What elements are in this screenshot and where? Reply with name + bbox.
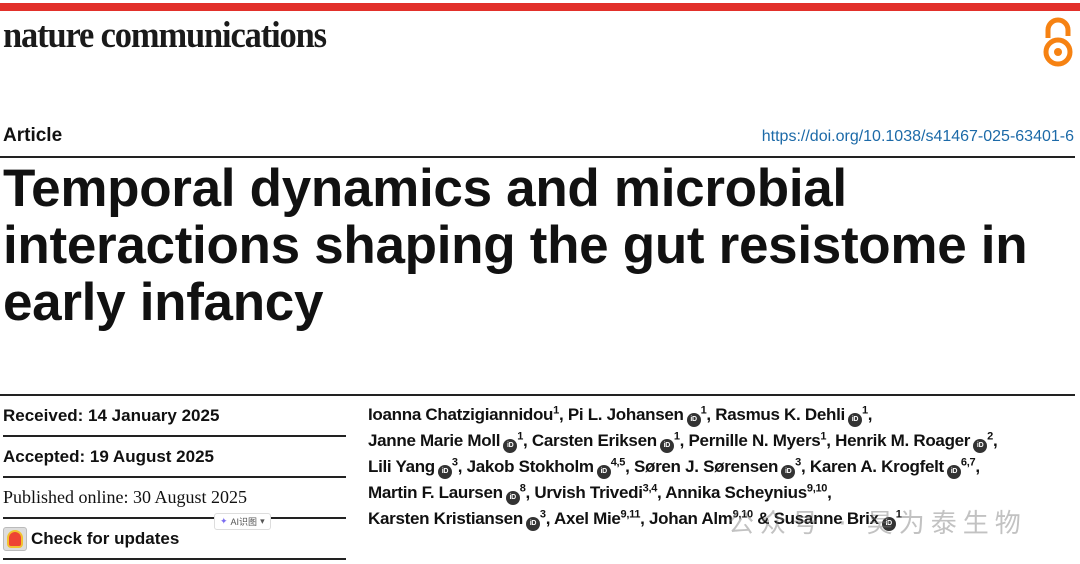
divider <box>0 156 1075 158</box>
affiliation-sup[interactable]: 8 <box>519 482 526 495</box>
check-for-updates-button[interactable]: Check for updates <box>3 526 180 551</box>
affiliation-sup[interactable]: 1 <box>895 508 902 521</box>
author-line: Martin F. Laursen iD8, Urvish Trivedi3,4,… <box>368 480 1080 506</box>
author-name[interactable]: Rasmus K. Dehli <box>715 405 845 424</box>
orcid-icon[interactable]: iD <box>437 465 452 479</box>
open-access-icon <box>1043 17 1073 67</box>
crossmark-icon <box>3 526 27 551</box>
check-for-updates-label: Check for updates <box>31 528 180 548</box>
divider <box>0 394 1075 396</box>
author-line: Karsten Kristiansen iD3, Axel Mie9,11, Jo… <box>368 506 1080 532</box>
accepted-date: Accepted: 19 August 2025 <box>3 437 346 478</box>
author-list: Ioanna Chatzigiannidou1, Pi L. Johansen i… <box>368 402 1080 532</box>
affiliation-sup[interactable]: 9,10 <box>732 508 754 521</box>
author-name[interactable]: Karsten Kristiansen <box>368 509 523 528</box>
author-line: Ioanna Chatzigiannidou1, Pi L. Johansen i… <box>368 402 1080 428</box>
author-name[interactable]: Janne Marie Moll <box>368 431 501 450</box>
affiliation-sup[interactable]: 6,7 <box>960 456 976 469</box>
affiliation-sup[interactable]: 2 <box>987 430 993 443</box>
author-name[interactable]: Lili Yang <box>368 457 435 476</box>
orcid-icon[interactable]: iD <box>686 413 701 427</box>
affiliation-sup[interactable]: 3 <box>451 456 458 469</box>
author-name[interactable]: Ioanna Chatzigiannidou <box>368 405 554 424</box>
affiliation-sup[interactable]: 1 <box>517 430 524 443</box>
article-type: Article <box>3 125 63 146</box>
journal-accent-bar <box>0 3 1080 11</box>
author-line: Lili Yang iD3, Jakob Stokholm iD4,5, Søren… <box>368 454 1080 480</box>
article-title: Temporal dynamics and microbial interact… <box>3 159 1028 332</box>
affiliation-sup[interactable]: 1 <box>700 404 707 417</box>
author-name[interactable]: Pi L. Johansen <box>567 405 684 424</box>
orcid-icon[interactable]: iD <box>505 491 520 505</box>
affiliation-sup[interactable]: 3,4 <box>642 482 658 495</box>
received-date: Received: 14 January 2025 <box>3 396 346 437</box>
author-name[interactable]: Urvish Trivedi <box>534 483 643 502</box>
author-name[interactable]: Johan Alm <box>649 509 733 528</box>
ai-button-label: AI识图 <box>230 517 258 527</box>
author-name[interactable]: Annika Scheynius <box>665 483 807 502</box>
author-name[interactable]: Carsten Eriksen <box>531 431 657 450</box>
orcid-icon[interactable]: iD <box>525 517 540 531</box>
author-name[interactable]: Martin F. Laursen <box>368 483 503 502</box>
affiliation-sup[interactable]: 1 <box>861 404 868 417</box>
published-date: Published online: 30 August 2025 <box>3 478 346 519</box>
affiliation-sup[interactable]: 9,11 <box>620 508 641 521</box>
author-name[interactable]: Axel Mie <box>553 509 621 528</box>
orcid-icon[interactable]: iD <box>596 465 611 479</box>
orcid-icon[interactable]: iD <box>973 439 988 453</box>
ai-image-button[interactable]: ✦ AI识图 ▾ <box>214 513 271 530</box>
orcid-icon[interactable]: iD <box>881 517 896 531</box>
orcid-icon[interactable]: iD <box>781 465 796 479</box>
chevron-down-icon: ▾ <box>260 516 265 526</box>
author-name[interactable]: Karen A. Krogfelt <box>809 457 944 476</box>
orcid-icon[interactable]: iD <box>503 439 518 453</box>
doi-link[interactable]: https://doi.org/10.1038/s41467-025-63401… <box>761 128 1074 145</box>
affiliation-sup[interactable]: 1 <box>820 430 827 443</box>
orcid-icon[interactable]: iD <box>946 465 961 479</box>
author-line: Janne Marie Moll iD1, Carsten Eriksen iD1,… <box>368 428 1080 454</box>
sparkle-icon: ✦ <box>220 516 228 526</box>
affiliation-sup[interactable]: 4,5 <box>610 456 626 469</box>
affiliation-sup[interactable]: 3 <box>539 508 546 521</box>
orcid-icon[interactable]: iD <box>847 413 862 427</box>
journal-logo[interactable]: nature communications <box>3 15 327 56</box>
author-name[interactable]: Søren J. Sørensen <box>633 457 779 476</box>
watermark: 公众号 · 昊为泰生物 <box>728 509 1027 539</box>
author-name[interactable]: Pernille N. Myers <box>688 431 821 450</box>
affiliation-sup[interactable]: 1 <box>673 430 680 443</box>
orcid-icon[interactable]: iD <box>659 439 674 453</box>
affiliation-sup[interactable]: 3 <box>795 456 801 469</box>
author-name[interactable]: Susanne Brix <box>773 509 879 528</box>
author-name[interactable]: Henrik M. Roager <box>835 431 971 450</box>
affiliation-sup[interactable]: 9,10 <box>806 482 828 495</box>
affiliation-sup[interactable]: 1 <box>553 404 559 417</box>
article-dates: Received: 14 January 2025 Accepted: 19 A… <box>3 396 346 560</box>
author-name[interactable]: Jakob Stokholm <box>466 457 594 476</box>
